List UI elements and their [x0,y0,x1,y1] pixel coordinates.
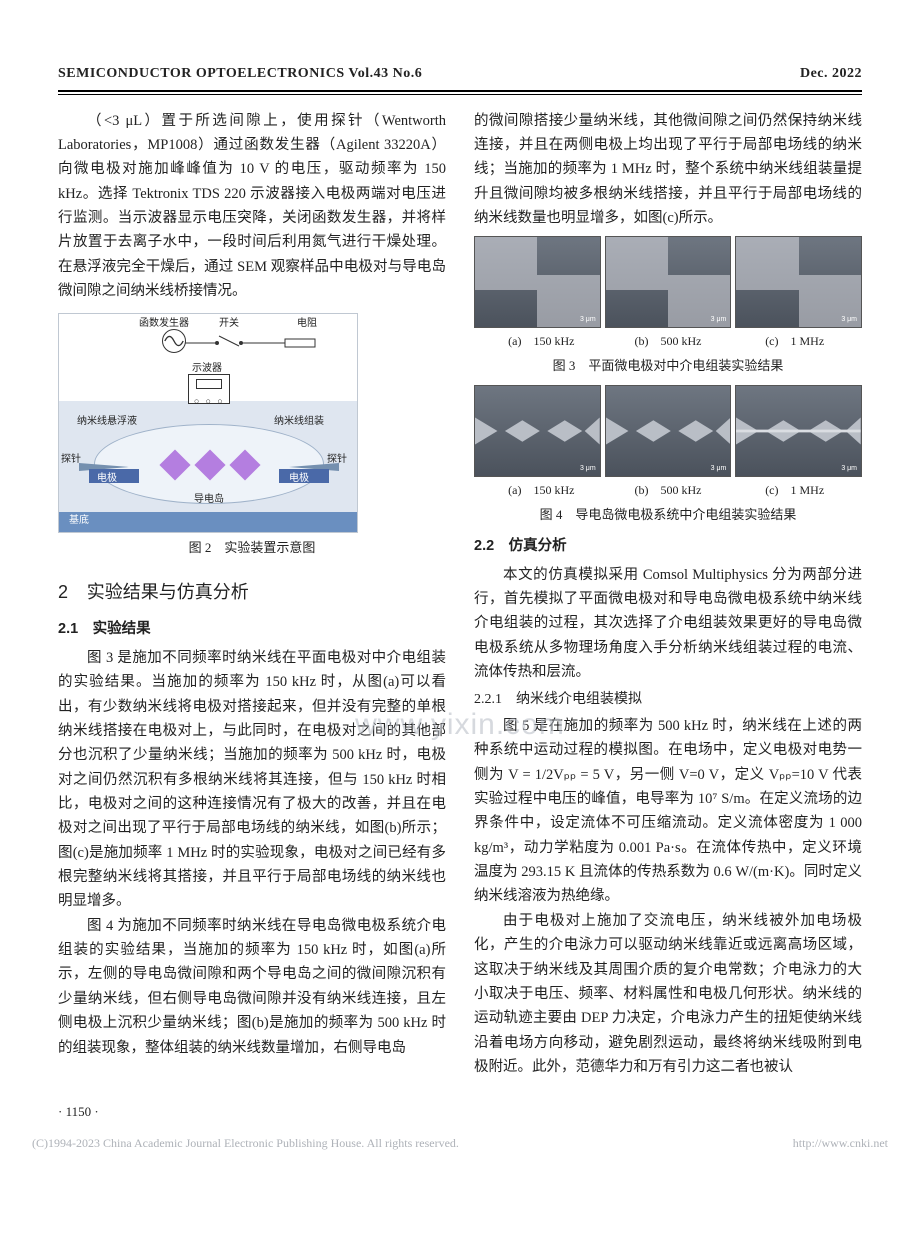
fig4-sub-b: (b) 500 kHz [605,480,732,500]
substrate-bar [59,512,357,532]
figure-2: 函数发生器 开关 电阻 ○ ○ ○ 示波器 纳米线悬浮液 纳米线组装 探针 探针 [58,313,446,559]
para-2-2-1-b: 由于电极对上施加了交流电压，纳米线被外加电场极化，产生的介电泳力可以驱动纳米线靠… [474,909,862,1080]
sec2-num: 2 [58,577,87,607]
header-rule [58,90,862,95]
right-column: 的微间隙搭接少量纳米线，其他微间隙之间仍然保持纳米线连接，并且在两侧电极上均出现… [474,109,862,1080]
label-probe-l: 探针 [61,452,81,469]
fig2-diagram: 函数发生器 开关 电阻 ○ ○ ○ 示波器 纳米线悬浮液 纳米线组装 探针 探针 [58,313,358,533]
left-column: （<3 μL）置于所选间隙上，使用探针（Wentworth Laboratori… [58,109,446,1080]
fig4-caption: 图 4 导电岛微电极系统中介电组装实验结果 [474,504,862,526]
publisher-footer: (C)1994-2023 China Academic Journal Elec… [0,1133,920,1153]
para-cont: 的微间隙搭接少量纳米线，其他微间隙之间仍然保持纳米线连接，并且在两侧电极上均出现… [474,109,862,231]
sec2-title: 实验结果与仿真分析 [87,582,249,602]
label-fgen: 函数发生器 [139,316,189,333]
fig3-sub-c: (c) 1 MHz [731,331,858,351]
two-column-body: （<3 μL）置于所选间隙上，使用探针（Wentworth Laboratori… [58,109,862,1080]
label-susp: 纳米线悬浮液 [77,414,137,431]
para-methods: （<3 μL）置于所选间隙上，使用探针（Wentworth Laboratori… [58,109,446,304]
fig3-c-scale: 3 μm [841,314,857,326]
fig2-caption: 图 2 实验装置示意图 [58,537,446,559]
label-resistor: 电阻 [297,316,317,333]
para-2-1-a: 图 3 是施加不同频率时纳米线在平面电极对中介电组装的实验结果。当施加的频率为 … [58,646,446,914]
fig4-sub-c: (c) 1 MHz [731,480,858,500]
fig4-row: 3 μm 3 μm [474,385,862,477]
fig3-a: 3 μm [474,236,601,328]
fig3-row: 3 μm 3 μm 3 μm [474,236,862,328]
para-2-1-b: 图 4 为施加不同频率时纳米线在导电岛微电极系统介电组装的实验结果，当施加的频率… [58,914,446,1060]
label-assembly: 纳米线组装 [274,414,324,431]
label-electrode-l: 电极 [97,471,117,488]
fig4-c-scale: 3 μm [841,463,857,475]
header-right: Dec. 2022 [800,62,862,86]
fig3-b-scale: 3 μm [711,314,727,326]
footer-right: http://www.cnki.net [793,1133,888,1153]
label-scope: 示波器 [192,361,222,378]
fig4-b: 3 μm [605,385,732,477]
label-switch: 开关 [219,316,239,333]
fig4-b-scale: 3 μm [711,463,727,475]
subsection-2-2: 2.2 仿真分析 [474,534,862,558]
subsubsection-2-2-1: 2.2.1 纳米线介电组装模拟 [474,688,862,712]
fig4-sub-a: (a) 150 kHz [478,480,605,500]
fig3-sub-b: (b) 500 kHz [605,331,732,351]
label-substrate: 基底 [69,513,89,530]
fig4-a: 3 μm [474,385,601,477]
fig3-sub-a: (a) 150 kHz [478,331,605,351]
para-2-2-1-a: 图 5 是在施加的频率为 500 kHz 时，纳米线在上述的两种系统中运动过程的… [474,714,862,909]
page-number: · 1150 · [58,1101,862,1123]
label-electrode-r: 电极 [289,471,309,488]
wire-top [185,334,325,352]
running-header: SEMICONDUCTOR OPTOELECTRONICS Vol.43 No.… [58,62,862,86]
fig4-c: 3 μm [735,385,862,477]
fig3-subcaptions: (a) 150 kHz (b) 500 kHz (c) 1 MHz [474,331,862,351]
label-island: 导电岛 [194,492,224,509]
fig4-subcaptions: (a) 150 kHz (b) 500 kHz (c) 1 MHz [474,480,862,500]
para-2-2-a: 本文的仿真模拟采用 Comsol Multiphysics 分为两部分进行，首先… [474,563,862,685]
scope-screen-icon [196,379,222,389]
footer-left: (C)1994-2023 China Academic Journal Elec… [32,1133,459,1153]
fig4-a-scale: 3 μm [580,463,596,475]
fig3-a-scale: 3 μm [580,314,596,326]
scope-knobs: ○ ○ ○ [194,394,225,409]
subsection-2-1: 2.1 实验结果 [58,617,446,641]
fig3-c: 3 μm [735,236,862,328]
fig3-caption: 图 3 平面微电极对中介电组装实验结果 [474,355,862,377]
header-left: SEMICONDUCTOR OPTOELECTRONICS Vol.43 No.… [58,62,422,86]
figure-4: 3 μm 3 μm [474,385,862,526]
fig3-b: 3 μm [605,236,732,328]
figure-3: 3 μm 3 μm 3 μm (a) 150 kHz (b) 500 kHz (… [474,236,862,377]
section-2-heading: 2实验结果与仿真分析 [58,577,446,607]
